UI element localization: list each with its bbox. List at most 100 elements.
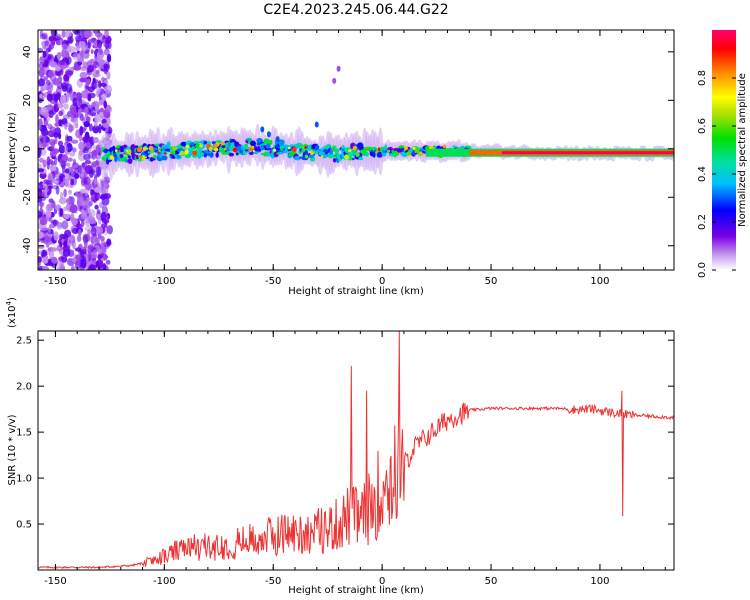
heatmap-band-blob	[395, 152, 400, 156]
heatmap-band-blob	[265, 143, 271, 149]
heatmap-peak-dot	[142, 146, 148, 151]
heatmap-noise-blob	[79, 77, 88, 83]
heatmap-noise-blob	[38, 168, 45, 173]
heatmap-noise-blob	[48, 44, 52, 53]
heatmap-noise-blob	[83, 200, 88, 206]
heatmap-scatter-blob	[266, 131, 271, 138]
heatmap-noise-blob	[72, 30, 80, 35]
heatmap-noise-blob	[106, 213, 111, 220]
heatmap-noise-blob	[50, 203, 54, 209]
heatmap-noise-blob	[75, 44, 80, 52]
heatmap-noise-blob	[72, 53, 80, 61]
heatmap-noise-blob	[104, 133, 111, 138]
heatmap-noise-blob	[87, 244, 94, 251]
top-y-axis-label: Frequency (Hz)	[7, 112, 18, 188]
heatmap-noise-blob	[48, 35, 56, 42]
heatmap-band-blob	[180, 141, 188, 147]
heatmap-noise-blob	[85, 206, 91, 214]
heatmap-band-blob	[215, 152, 219, 158]
heatmap-band-blob	[244, 145, 249, 150]
heatmap-noise-blob	[52, 77, 60, 86]
heatmap-noise-blob	[58, 110, 63, 117]
heatmap-noise-blob	[106, 71, 111, 80]
heatmap-noise-blob	[79, 125, 84, 136]
heatmap-noise-blob	[62, 245, 71, 252]
heatmap-scatter-blob	[275, 136, 280, 143]
heatmap-noise-blob	[38, 78, 46, 87]
y-scale-suffix: )	[7, 297, 18, 301]
colorbar-tick-label: 0.8	[697, 70, 708, 86]
heatmap-peak-dot	[404, 146, 408, 151]
heatmap-noise-blob	[84, 131, 90, 140]
heatmap-noise-blob	[96, 166, 102, 175]
heatmap-noise-blob	[103, 100, 107, 109]
heatmap-noise-blob	[64, 229, 72, 238]
heatmap-noise-blob	[69, 112, 73, 122]
heatmap-band-blob	[189, 142, 195, 146]
heatmap-noise-blob	[72, 239, 76, 250]
heatmap-noise-blob	[67, 157, 73, 162]
heatmap-noise-blob	[72, 147, 77, 153]
heatmap-noise-blob	[51, 256, 58, 264]
heatmap-band-blob	[210, 152, 214, 156]
heatmap-noise-blob	[87, 64, 95, 73]
heatmap-peak-dot	[301, 145, 305, 150]
top-x-ticks: -150 -100 -50 0 50 100	[44, 30, 666, 287]
heatmap-peak-dot	[310, 151, 314, 155]
heatmap-noise-blob	[42, 141, 47, 149]
heatmap-band-blob	[269, 140, 273, 145]
heatmap-peak-dot	[114, 149, 118, 153]
heatmap-band-blob	[357, 142, 364, 149]
heatmap-band-blob	[119, 154, 124, 158]
heatmap-noise-blob	[78, 228, 82, 237]
heatmap-noise-blob	[65, 203, 71, 211]
heatmap-noise-blob	[51, 165, 57, 172]
heatmap-noise-blob	[45, 203, 52, 213]
heatmap-peak-dot	[252, 149, 255, 153]
heatmap-noise-blob	[106, 238, 112, 246]
heatmap-noise-blob	[90, 49, 94, 54]
heatmap-noise-blob	[63, 206, 67, 212]
heatmap-band-blob	[193, 140, 200, 144]
heatmap-noise-blob	[82, 234, 89, 244]
heatmap-noise-blob	[87, 265, 95, 270]
heatmap-peak-dot	[213, 143, 218, 148]
heatmap-noise-blob	[56, 221, 64, 230]
heatmap-noise-blob	[99, 112, 104, 117]
heatmap-noise-blob	[49, 216, 53, 223]
heatmap-noise-blob	[94, 191, 100, 202]
heatmap-noise-blob	[78, 30, 86, 38]
heatmap-noise-blob	[70, 265, 75, 270]
colorbar-tick-label: 0.2	[697, 214, 708, 230]
heatmap-noise-blob	[56, 39, 61, 45]
y-tick-label: 1.5	[16, 428, 32, 439]
heatmap-band-blob	[256, 142, 260, 146]
heatmap-peak-dot	[248, 147, 253, 152]
heatmap-noise-blob	[105, 37, 111, 45]
heatmap-noise-blob	[76, 258, 81, 268]
heatmap-noise-blob	[83, 176, 91, 185]
heatmap-peak-dot	[109, 155, 114, 160]
heatmap-noise-blob	[50, 247, 58, 252]
heatmap-noise-blob	[98, 123, 102, 134]
heatmap-noise-blob	[55, 185, 60, 195]
heatmap-noise-blob	[100, 188, 106, 195]
y-tick-label: 40	[22, 45, 33, 58]
heatmap-band-blob	[211, 141, 217, 145]
heatmap-noise-blob	[59, 191, 64, 200]
heatmap-peak-dot	[414, 150, 418, 154]
heatmap-band-blob	[203, 152, 208, 158]
heatmap-noise-blob	[42, 50, 47, 59]
heatmap-noise-blob	[55, 33, 62, 39]
heatmap-noise-blob	[87, 250, 93, 260]
heatmap-band-blob	[351, 157, 355, 161]
heatmap-noise-blob	[97, 47, 103, 55]
heatmap-scatter-blob	[336, 65, 341, 72]
heatmap-band-blob	[332, 145, 337, 149]
heatmap-peak-dot	[265, 149, 268, 152]
heatmap-noise-blob	[94, 204, 99, 210]
heatmap-peak-dot	[387, 149, 391, 153]
heatmap-band-blob	[284, 147, 289, 152]
heatmap-band-blob	[334, 148, 340, 154]
heatmap-peak-dot	[221, 141, 225, 146]
